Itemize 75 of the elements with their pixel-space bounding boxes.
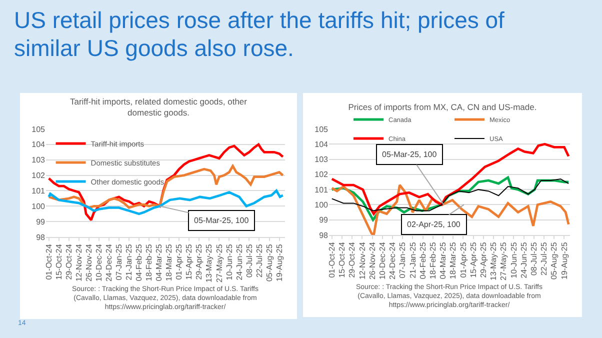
x-tick-label: 18-Feb-25 [144, 244, 154, 282]
x-tick-label: 10-Dec-24 [378, 242, 387, 280]
x-tick-label: 26-Nov-24 [368, 242, 377, 280]
x-tick-label: 26-Nov-24 [84, 244, 94, 282]
y-tick-label: 101 [32, 186, 46, 196]
x-tick-label: 18-Feb-25 [428, 242, 438, 280]
y-tick-label: 103 [32, 156, 46, 165]
x-tick-label: 01-Apr-25 [174, 244, 184, 280]
x-tick-label: 08-Jul-25 [530, 242, 539, 276]
line-series [330, 142, 570, 215]
x-tick-label: 15-Oct-24 [338, 242, 347, 278]
x-tick-label: 21-Jan-25 [408, 242, 418, 278]
annotation: 05-Mar-25, 100 [382, 150, 438, 159]
x-tick-label: 10-Dec-24 [94, 244, 104, 282]
x-tick-label: 13-May-25 [204, 244, 214, 282]
annotation: 02-Apr-25, 100 [407, 220, 461, 229]
x-tick-label: 22-Jul-25 [254, 244, 264, 278]
x-tick-label: 24-Jun-25 [519, 242, 528, 278]
x-tick-label: 15-Oct-24 [54, 244, 64, 280]
chart-title: Tariff-hit imports, related domestic goods, other domestic goods. [70, 96, 248, 118]
line-series [331, 178, 570, 212]
x-tick-label: 07-Jan-25 [398, 242, 408, 278]
x-tick-label: 29-Apr-25 [194, 244, 204, 280]
x-tick-label: 12-Nov-24 [358, 242, 367, 280]
x-tick-label: 05-Aug-25 [550, 242, 559, 280]
y-tick-label: 98 [319, 230, 329, 240]
chart-title: Prices of imports from MX, CA, CN and US-made. [348, 102, 537, 112]
y-tick-label: 99 [319, 216, 329, 225]
y-tick-label: 104 [32, 140, 46, 150]
x-tick-label: 19-Aug-25 [274, 244, 284, 282]
x-tick-label: 01-Oct-24 [44, 244, 54, 280]
y-tick-label: 100 [314, 200, 329, 210]
x-tick-label: 24-Jun-25 [234, 244, 244, 280]
x-tick-label: 10-Jun-25 [509, 242, 518, 278]
x-tick-label: 07-Jan-25 [114, 244, 124, 280]
y-tick-label: 102 [32, 171, 46, 180]
x-tick-label: 18-Mar-25 [164, 244, 174, 282]
x-tick-label: 29-Apr-25 [479, 242, 488, 278]
y-tick-label: 99 [36, 217, 46, 226]
x-tick-label: 29-Oct-24 [64, 244, 74, 280]
y-tick-label: 100 [32, 202, 46, 211]
y-tick-label: 105 [32, 124, 46, 134]
x-tick-label: 12-Nov-24 [74, 244, 84, 282]
text: US retail prices rose after the tariffs hit; prices of similar US goods also rose. [14, 6, 506, 62]
x-tick-label: 27-May-25 [499, 242, 508, 280]
x-tick-label: 18-Mar-25 [448, 242, 458, 280]
x-tick-label: 01-Apr-25 [458, 242, 468, 278]
x-tick-label: 08-Jul-25 [244, 244, 254, 278]
x-tick-label: 04-Mar-25 [154, 244, 164, 282]
x-tick-label: 24-Dec-24 [388, 242, 398, 280]
line-series [48, 164, 284, 209]
x-tick-label: 24-Dec-24 [104, 244, 114, 282]
y-tick-label: 103 [314, 155, 329, 164]
y-tick-label: 104 [314, 140, 329, 149]
x-tick-label: 04-Mar-25 [438, 242, 448, 280]
line-series [330, 176, 570, 222]
x-tick-label: 22-Jul-25 [540, 242, 549, 276]
x-tick-label: 01-Oct-24 [327, 242, 336, 278]
y-tick-label: 98 [36, 232, 46, 242]
x-tick-label: 21-Jan-25 [124, 244, 134, 280]
line-series [48, 190, 284, 216]
x-tick-label: 04-Feb-25 [418, 242, 428, 280]
x-tick-label: 13-May-25 [489, 242, 498, 280]
x-tick-label: 29-Oct-24 [348, 242, 357, 278]
x-tick-label: 05-Aug-25 [264, 244, 274, 282]
x-tick-label: 19-Aug-25 [560, 242, 569, 280]
y-tick-label: 105 [314, 124, 329, 134]
annotation: 05-Mar-25, 100 [194, 216, 250, 225]
x-tick-label: 27-May-25 [214, 244, 224, 282]
x-tick-label: 04-Feb-25 [134, 244, 144, 282]
x-tick-label: 10-Jun-25 [224, 244, 234, 280]
x-tick-label: 15-Apr-25 [468, 242, 478, 278]
x-tick-label: 15-Apr-25 [184, 244, 194, 280]
y-tick-label: 101 [314, 185, 329, 194]
y-tick-label: 102 [314, 170, 329, 180]
